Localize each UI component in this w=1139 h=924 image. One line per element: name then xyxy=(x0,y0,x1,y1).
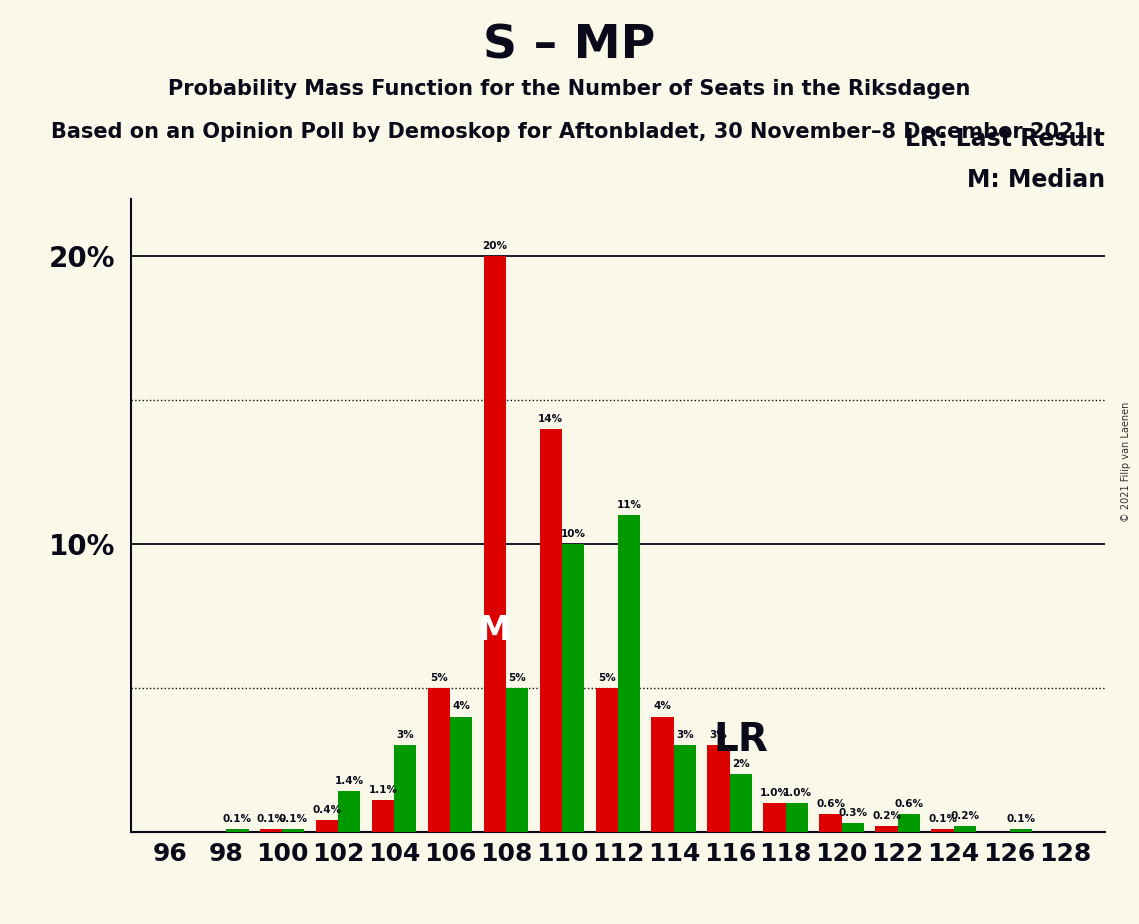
Text: 0.1%: 0.1% xyxy=(223,813,252,823)
Text: M: Median: M: Median xyxy=(967,168,1105,192)
Text: 0.4%: 0.4% xyxy=(312,805,342,815)
Bar xyxy=(562,544,584,832)
Bar xyxy=(730,774,752,832)
Bar xyxy=(932,829,953,832)
Bar xyxy=(540,429,562,832)
Text: 0.1%: 0.1% xyxy=(256,813,286,823)
Text: 1.4%: 1.4% xyxy=(335,776,363,786)
Bar xyxy=(819,814,842,832)
Text: 11%: 11% xyxy=(616,500,641,510)
Text: 14%: 14% xyxy=(539,414,564,423)
Bar xyxy=(227,829,248,832)
Text: 0.1%: 0.1% xyxy=(928,813,957,823)
Text: 10%: 10% xyxy=(560,529,585,539)
Text: 3%: 3% xyxy=(710,730,728,740)
Bar xyxy=(953,826,976,832)
Bar xyxy=(484,256,506,832)
Text: 5%: 5% xyxy=(598,673,615,683)
Text: 0.1%: 0.1% xyxy=(279,813,308,823)
Bar xyxy=(1009,829,1032,832)
Text: 0.3%: 0.3% xyxy=(838,808,868,818)
Bar xyxy=(282,829,304,832)
Text: 2%: 2% xyxy=(732,759,749,769)
Text: 3%: 3% xyxy=(396,730,415,740)
Text: 0.2%: 0.2% xyxy=(872,810,901,821)
Bar xyxy=(898,814,920,832)
Text: 0.6%: 0.6% xyxy=(816,799,845,809)
Text: LR: LR xyxy=(713,721,768,759)
Bar xyxy=(652,716,674,832)
Bar xyxy=(596,687,617,832)
Text: Probability Mass Function for the Number of Seats in the Riksdagen: Probability Mass Function for the Number… xyxy=(169,79,970,99)
Text: 0.1%: 0.1% xyxy=(1007,813,1035,823)
Text: 1.0%: 1.0% xyxy=(782,787,811,797)
Text: 1.0%: 1.0% xyxy=(760,787,789,797)
Bar xyxy=(842,823,865,832)
Text: © 2021 Filip van Laenen: © 2021 Filip van Laenen xyxy=(1121,402,1131,522)
Text: LR: Last Result: LR: Last Result xyxy=(906,128,1105,152)
Text: 0.2%: 0.2% xyxy=(950,810,980,821)
Text: 5%: 5% xyxy=(429,673,448,683)
Text: 5%: 5% xyxy=(508,673,526,683)
Bar xyxy=(876,826,898,832)
Bar xyxy=(394,746,417,832)
Bar xyxy=(674,746,696,832)
Text: 1.1%: 1.1% xyxy=(368,784,398,795)
Bar xyxy=(786,803,809,832)
Text: 20%: 20% xyxy=(482,241,507,251)
Text: 4%: 4% xyxy=(654,701,672,711)
Bar xyxy=(617,516,640,832)
Text: Based on an Opinion Poll by Demoskop for Aftonbladet, 30 November–8 December 202: Based on an Opinion Poll by Demoskop for… xyxy=(51,122,1088,142)
Bar xyxy=(316,821,338,832)
Bar xyxy=(506,687,528,832)
Bar xyxy=(338,791,360,832)
Bar xyxy=(707,746,730,832)
Text: 3%: 3% xyxy=(677,730,694,740)
Bar xyxy=(371,800,394,832)
Bar xyxy=(260,829,282,832)
Text: M: M xyxy=(478,614,511,647)
Text: S – MP: S – MP xyxy=(483,23,656,68)
Bar xyxy=(763,803,786,832)
Text: 0.6%: 0.6% xyxy=(894,799,924,809)
Text: 4%: 4% xyxy=(452,701,470,711)
Bar xyxy=(427,687,450,832)
Bar xyxy=(450,716,473,832)
